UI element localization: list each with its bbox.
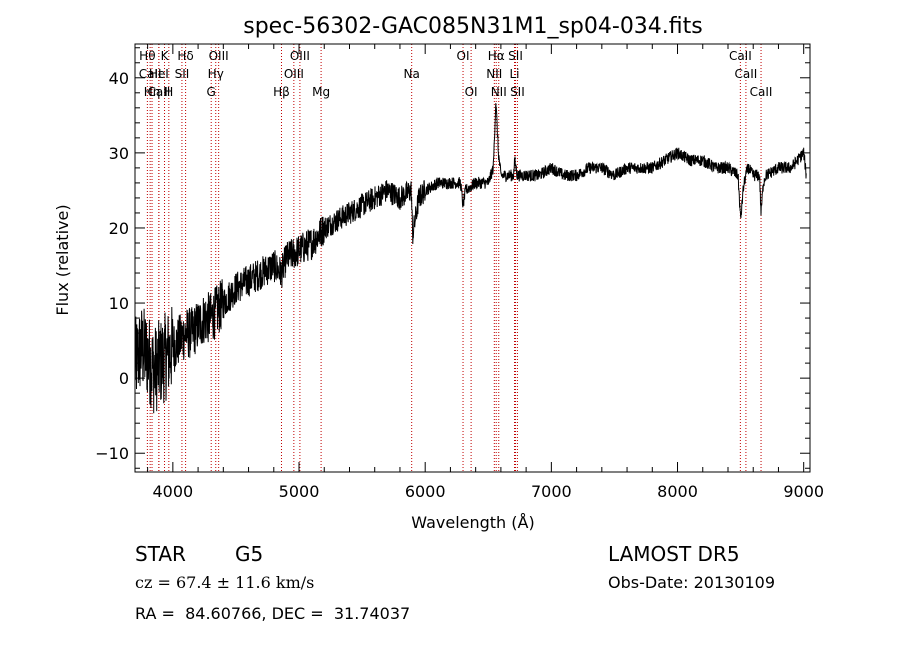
line-label: CaII [729,49,752,63]
line-label: Hγ [208,67,224,81]
line-label: SII [510,85,525,99]
y-tick-label: −10 [95,444,129,463]
line-label: Na [404,67,420,81]
axis-ticks: 4000 5000 6000 7000 8000 9000 −10 0 10 20 30 40 [95,44,824,501]
line-label: OIII [290,49,310,63]
line-label: SII [175,67,190,81]
line-label: CaII [735,67,758,81]
line-label: Hη [144,85,161,99]
line-label: Hβ [273,85,290,99]
x-tick-label: 6000 [405,482,446,501]
y-tick-label: 20 [109,219,129,238]
y-tick-label: 0 [119,369,129,388]
x-tick-label: 5000 [279,482,320,501]
line-label: NII [491,85,507,99]
line-label: Hα [488,49,505,63]
line-label: G [207,85,216,99]
y-tick-label: 40 [109,69,129,88]
subclass-label: G5 [235,542,264,566]
line-label: Hδ [177,49,193,63]
line-label: Hθ [139,49,155,63]
spectrum-series-line [134,103,807,414]
line-label: H [164,85,173,99]
line-label: CaII [750,85,773,99]
x-axis-label: Wavelength (Å) [411,513,534,532]
line-label: OI [457,49,470,63]
chart-title: spec-56302-GAC085N31M1_sp04-034.fits [243,14,703,39]
redshift-readout: cz = 67.4 ± 11.6 km/s [135,573,315,592]
line-label: Li [509,67,519,81]
line-label: OIII [284,67,304,81]
line-label: OI [465,85,478,99]
line-label: CaII [147,85,170,99]
y-axis-label: Flux (relative) [53,204,72,315]
line-label: SII [508,49,523,63]
coordinates: RA = 84.60766, DEC = 31.74037 [135,604,411,623]
class-label: STAR [135,542,186,566]
spectral-line-markers [146,44,762,472]
y-tick-label: 10 [109,294,129,313]
survey-label: LAMOST DR5 [608,542,740,566]
line-label: OIII [209,49,229,63]
x-tick-label: 9000 [783,482,824,501]
line-label: K [161,49,170,63]
line-label: Mg [312,85,330,99]
x-tick-label: 8000 [657,482,698,501]
line-label: HeI [149,67,169,81]
plot-frame [134,43,811,473]
y-tick-label: 30 [109,144,129,163]
x-tick-label: 7000 [531,482,572,501]
obs-date: Obs-Date: 20130109 [608,573,776,592]
line-label: NII [486,67,502,81]
x-tick-label: 4000 [152,482,193,501]
